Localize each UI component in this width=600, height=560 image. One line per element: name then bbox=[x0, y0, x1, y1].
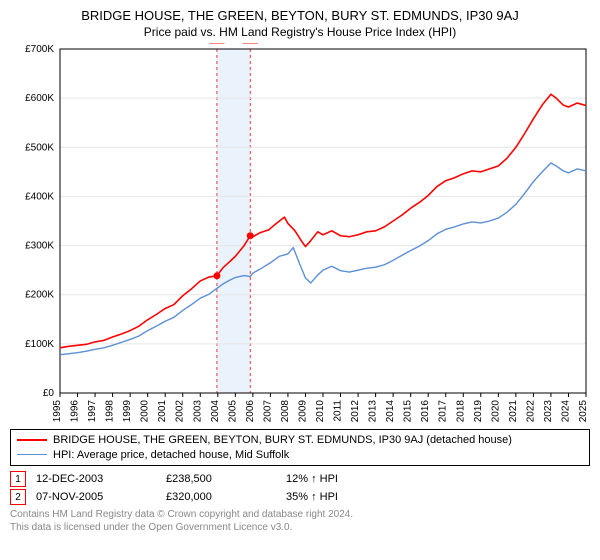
sale-marker: 2 bbox=[10, 489, 26, 505]
legend: BRIDGE HOUSE, THE GREEN, BEYTON, BURY ST… bbox=[10, 429, 590, 466]
footnote: Contains HM Land Registry data © Crown c… bbox=[10, 508, 590, 534]
sale-delta: 35% ↑ HPI bbox=[286, 491, 426, 503]
svg-text:2024: 2024 bbox=[560, 400, 571, 423]
price-chart: £0 £100K £200K £300K £400K £500K £600K £700K 199… bbox=[10, 43, 590, 425]
svg-text:£200K: £200K bbox=[25, 290, 54, 301]
svg-text:2000: 2000 bbox=[140, 400, 151, 423]
svg-text:2005: 2005 bbox=[227, 400, 238, 423]
sale-date: 12-DEC-2003 bbox=[36, 473, 166, 485]
svg-text:2011: 2011 bbox=[333, 400, 344, 422]
svg-text:2004: 2004 bbox=[210, 400, 221, 423]
sale-row: 2 07-NOV-2005£320,00035% ↑ HPI bbox=[10, 488, 590, 506]
svg-text:1999: 1999 bbox=[122, 400, 133, 423]
svg-text:£700K: £700K bbox=[25, 44, 54, 55]
svg-text:2007: 2007 bbox=[262, 400, 273, 423]
sale-delta: 12% ↑ HPI bbox=[286, 473, 426, 485]
sales-table: 1 12-DEC-2003£238,50012% ↑ HPI 2 07-NOV-200… bbox=[10, 470, 590, 506]
svg-text:1996: 1996 bbox=[70, 400, 81, 423]
footnote-line: Contains HM Land Registry data © Crown c… bbox=[10, 508, 590, 521]
legend-label: BRIDGE HOUSE, THE GREEN, BEYTON, BURY ST… bbox=[53, 434, 512, 446]
chart-title: BRIDGE HOUSE, THE GREEN, BEYTON, BURY ST… bbox=[10, 8, 590, 23]
svg-text:£0: £0 bbox=[43, 388, 55, 399]
svg-text:2014: 2014 bbox=[385, 400, 396, 423]
svg-text:£100K: £100K bbox=[25, 339, 54, 350]
svg-text:2021: 2021 bbox=[508, 400, 519, 423]
sale-price: £238,500 bbox=[166, 473, 286, 485]
svg-text:2008: 2008 bbox=[280, 400, 291, 423]
svg-text:2018: 2018 bbox=[455, 400, 466, 423]
legend-row: HPI: Average price, detached house, Mid … bbox=[17, 447, 583, 462]
svg-text:2012: 2012 bbox=[350, 400, 361, 423]
svg-text:2016: 2016 bbox=[420, 400, 431, 423]
svg-text:2003: 2003 bbox=[192, 400, 203, 423]
legend-swatch bbox=[17, 454, 47, 455]
svg-text:2022: 2022 bbox=[525, 400, 536, 423]
svg-text:2001: 2001 bbox=[157, 400, 168, 423]
svg-text:£400K: £400K bbox=[25, 191, 54, 202]
svg-text:2025: 2025 bbox=[578, 400, 589, 423]
chart-subtitle: Price paid vs. HM Land Registry's House … bbox=[10, 25, 590, 39]
svg-text:2013: 2013 bbox=[368, 400, 379, 423]
legend-row: BRIDGE HOUSE, THE GREEN, BEYTON, BURY ST… bbox=[17, 432, 583, 447]
svg-text:2017: 2017 bbox=[438, 400, 449, 423]
svg-text:1997: 1997 bbox=[87, 400, 98, 423]
svg-text:2010: 2010 bbox=[315, 400, 326, 423]
sale-marker: 1 bbox=[10, 471, 26, 487]
sale-row: 1 12-DEC-2003£238,50012% ↑ HPI bbox=[10, 470, 590, 488]
svg-text:1998: 1998 bbox=[105, 400, 116, 423]
svg-text:2006: 2006 bbox=[245, 400, 256, 423]
svg-text:1995: 1995 bbox=[52, 400, 63, 423]
svg-text:£300K: £300K bbox=[25, 241, 54, 252]
svg-text:2020: 2020 bbox=[490, 400, 501, 423]
svg-text:£500K: £500K bbox=[25, 142, 54, 153]
svg-text:£600K: £600K bbox=[25, 93, 54, 104]
legend-label: HPI: Average price, detached house, Mid … bbox=[53, 449, 289, 461]
svg-text:2015: 2015 bbox=[403, 400, 414, 423]
svg-text:2023: 2023 bbox=[543, 400, 554, 423]
svg-text:2019: 2019 bbox=[473, 400, 484, 423]
sale-date: 07-NOV-2005 bbox=[36, 491, 166, 503]
footnote-line: This data is licensed under the Open Gov… bbox=[10, 521, 590, 534]
svg-text:2002: 2002 bbox=[175, 400, 186, 423]
sale-price: £320,000 bbox=[166, 491, 286, 503]
svg-text:2009: 2009 bbox=[297, 400, 308, 423]
legend-swatch bbox=[17, 439, 47, 441]
